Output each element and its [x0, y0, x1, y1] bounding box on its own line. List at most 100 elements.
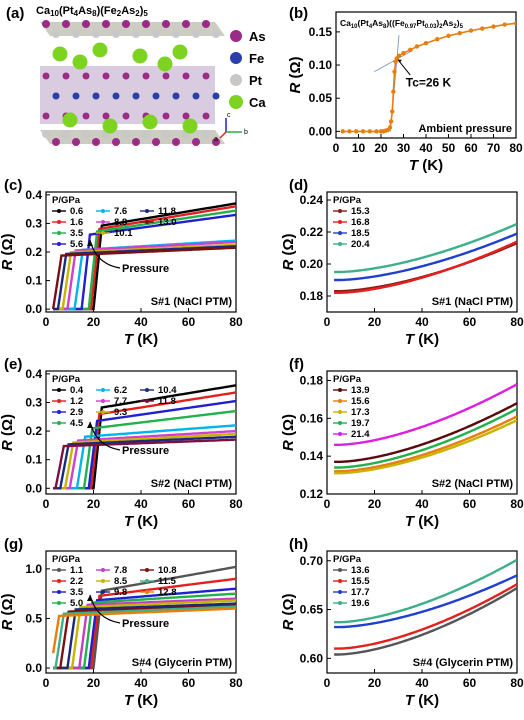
x-tick-label: 80	[229, 497, 243, 511]
atom-legend-label: Fe	[249, 51, 264, 66]
legend-label: 16.8	[351, 217, 370, 228]
legend-marker	[101, 209, 105, 213]
y-tick-label: 0.4	[25, 188, 42, 202]
as-atom	[122, 72, 130, 80]
y-tick-label: 0.60	[300, 651, 324, 665]
series-line	[334, 415, 517, 473]
y-axis-label: R (Ω)	[0, 414, 16, 451]
pt-atom	[172, 30, 180, 38]
x-tick-label: 60	[182, 315, 196, 329]
x-axis-label: T (K)	[405, 513, 439, 530]
pt-atom	[62, 130, 70, 138]
as-atom	[52, 138, 60, 146]
plot-area	[334, 558, 517, 656]
as-atom	[152, 138, 160, 146]
series-line	[334, 240, 517, 294]
legend-label: 3.5	[70, 228, 84, 239]
structure-formula: Ca10​(Pt4​As8​)(Fe2​As2​)5​	[36, 5, 148, 18]
y-tick-label: 0.0	[25, 661, 42, 675]
legend-label: 11.8	[158, 206, 176, 217]
legend-title: P/GPa	[52, 374, 81, 385]
as-atom	[202, 20, 210, 28]
panel-label-a: (a)	[6, 5, 24, 22]
sample-label: S#1 (NaCl PTM)	[432, 296, 514, 308]
legend-marker	[57, 242, 61, 246]
legend-title: P/GPa	[333, 554, 362, 565]
x-tick-label: 0	[324, 315, 331, 329]
as-atom	[102, 112, 110, 120]
ca-atom	[132, 48, 148, 64]
as-atom	[202, 112, 210, 120]
legend-marker	[145, 579, 149, 583]
y-tick-label: 0.18	[300, 373, 324, 387]
series-line	[334, 242, 517, 293]
as-atom	[102, 20, 110, 28]
pt-atom	[122, 130, 130, 138]
y-tick-label: 0.70	[300, 554, 324, 568]
legend-marker	[57, 579, 61, 583]
tc-arrow-head	[397, 59, 402, 63]
x-tick-label: 40	[415, 497, 429, 511]
as-atom	[172, 138, 180, 146]
legend-label: 5.6	[70, 239, 83, 250]
legend-marker	[145, 590, 149, 594]
series-line	[53, 597, 236, 670]
as-atom	[142, 20, 150, 28]
chart-panel-c: (c) 0 20 40 60 80 0.0 0.1 0.2 0.3 0.4 T (K) R (Ω) P/G…	[0, 177, 243, 348]
legend-label: 11.8	[158, 396, 176, 407]
x-tick-label: 40	[419, 141, 433, 155]
as-atom	[122, 112, 130, 120]
x-tick-label: 40	[134, 676, 148, 690]
pressure-arrow-head	[87, 240, 93, 246]
legend-label: 17.3	[351, 407, 370, 418]
atom-legend-label: Ca	[249, 95, 266, 110]
legend-marker	[101, 590, 105, 594]
fe-atom	[212, 92, 220, 100]
pt-atom	[72, 30, 80, 38]
tc-annotation: Tc=26 K	[406, 75, 452, 89]
y-tick-label: 0.00	[309, 124, 333, 138]
legend-marker	[145, 568, 149, 572]
x-tick-label: 0	[43, 315, 50, 329]
as-atom	[112, 138, 120, 146]
legend-marker	[57, 410, 61, 414]
legend-marker	[57, 421, 61, 425]
fe-legend-icon	[230, 52, 242, 64]
series-line	[53, 429, 236, 490]
y-tick-label: 0.0	[25, 481, 42, 495]
panel-label-b: (b)	[289, 5, 308, 22]
chart-panel-e: (e) 0 20 40 60 80 0.0 0.1 0.2 0.3 0.4 T (K) R (Ω) P/G…	[0, 356, 243, 530]
series-line	[334, 558, 517, 624]
y-tick-label: 0.2	[25, 245, 42, 259]
series-line	[53, 209, 236, 311]
legend-marker	[338, 601, 342, 605]
y-tick-label: 0.2	[25, 424, 42, 438]
legend-marker	[101, 579, 105, 583]
x-tick-label: 10	[352, 141, 366, 155]
axis-c-label: c	[227, 112, 231, 119]
ca-atom	[182, 118, 198, 134]
panel-label-e: (e)	[4, 356, 22, 373]
pressure-arrow-head	[87, 595, 93, 601]
fe-atom	[92, 92, 100, 100]
series-line	[53, 438, 236, 490]
ca-atom	[52, 46, 68, 62]
legend-label: 11.5	[158, 576, 177, 587]
x-tick-label: 80	[229, 315, 243, 329]
legend-label: 1.2	[70, 396, 83, 407]
series-line	[334, 232, 517, 282]
legend-label: 15.5	[351, 576, 370, 587]
pressure-annotation: Pressure	[122, 263, 169, 275]
ca-atom	[157, 56, 173, 72]
fe-atom	[52, 92, 60, 100]
ca-atom	[102, 118, 118, 134]
data-point	[340, 129, 345, 134]
panel-label-f: (f)	[289, 356, 304, 373]
legend-marker	[57, 388, 61, 392]
x-tick-label: 40	[415, 315, 429, 329]
legend-label: 20.4	[351, 239, 370, 250]
legend-marker	[338, 568, 342, 572]
plot-area	[51, 565, 236, 670]
x-tick-label: 80	[510, 315, 524, 329]
